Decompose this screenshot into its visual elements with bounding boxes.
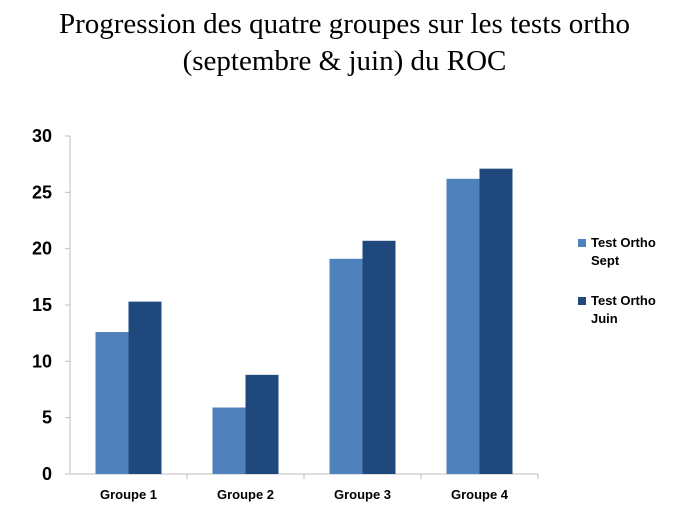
chart-title: Progression des quatre groupes sur les t… xyxy=(0,6,689,80)
bar-juin xyxy=(128,301,162,474)
y-tick-label: 5 xyxy=(42,408,52,428)
bar-juin xyxy=(245,374,279,474)
legend-label-juin-line2: Juin xyxy=(591,311,618,326)
bar-juin xyxy=(479,168,513,474)
y-tick-label: 30 xyxy=(32,126,52,146)
y-tick-label: 10 xyxy=(32,351,52,371)
legend-swatch-juin xyxy=(578,297,586,305)
legend-item-sept: Test Ortho Sept xyxy=(578,234,683,276)
y-tick-label: 25 xyxy=(32,182,52,202)
bar-sept xyxy=(329,258,363,474)
bar-sept xyxy=(212,407,246,474)
bar-juin xyxy=(362,240,396,474)
legend-label-juin: Test Ortho Juin xyxy=(591,292,683,328)
x-tick-label: Groupe 1 xyxy=(100,487,157,502)
x-tick-label: Groupe 3 xyxy=(334,487,391,502)
chart-legend: Test Ortho Sept Test Ortho Juin xyxy=(578,234,683,352)
y-tick-label: 20 xyxy=(32,239,52,259)
bar-sept xyxy=(446,178,480,474)
legend-item-juin: Test Ortho Juin xyxy=(578,292,683,334)
bar-sept xyxy=(95,332,129,474)
legend-label-sept-line1: Test Ortho xyxy=(591,235,656,250)
legend-label-sept-line2: Sept xyxy=(591,253,620,268)
x-tick-label: Groupe 4 xyxy=(451,487,509,502)
legend-label-juin-line1: Test Ortho xyxy=(591,293,656,308)
chart-title-line-2: (septembre & juin) du ROC xyxy=(182,45,507,77)
y-tick-label: 0 xyxy=(42,464,52,484)
y-tick-label: 15 xyxy=(32,295,52,315)
x-tick-label: Groupe 2 xyxy=(217,487,274,502)
legend-swatch-sept xyxy=(578,239,586,247)
chart-title-line-1: Progression des quatre groupes sur les t… xyxy=(58,8,631,40)
legend-label-sept: Test Ortho Sept xyxy=(591,234,683,270)
